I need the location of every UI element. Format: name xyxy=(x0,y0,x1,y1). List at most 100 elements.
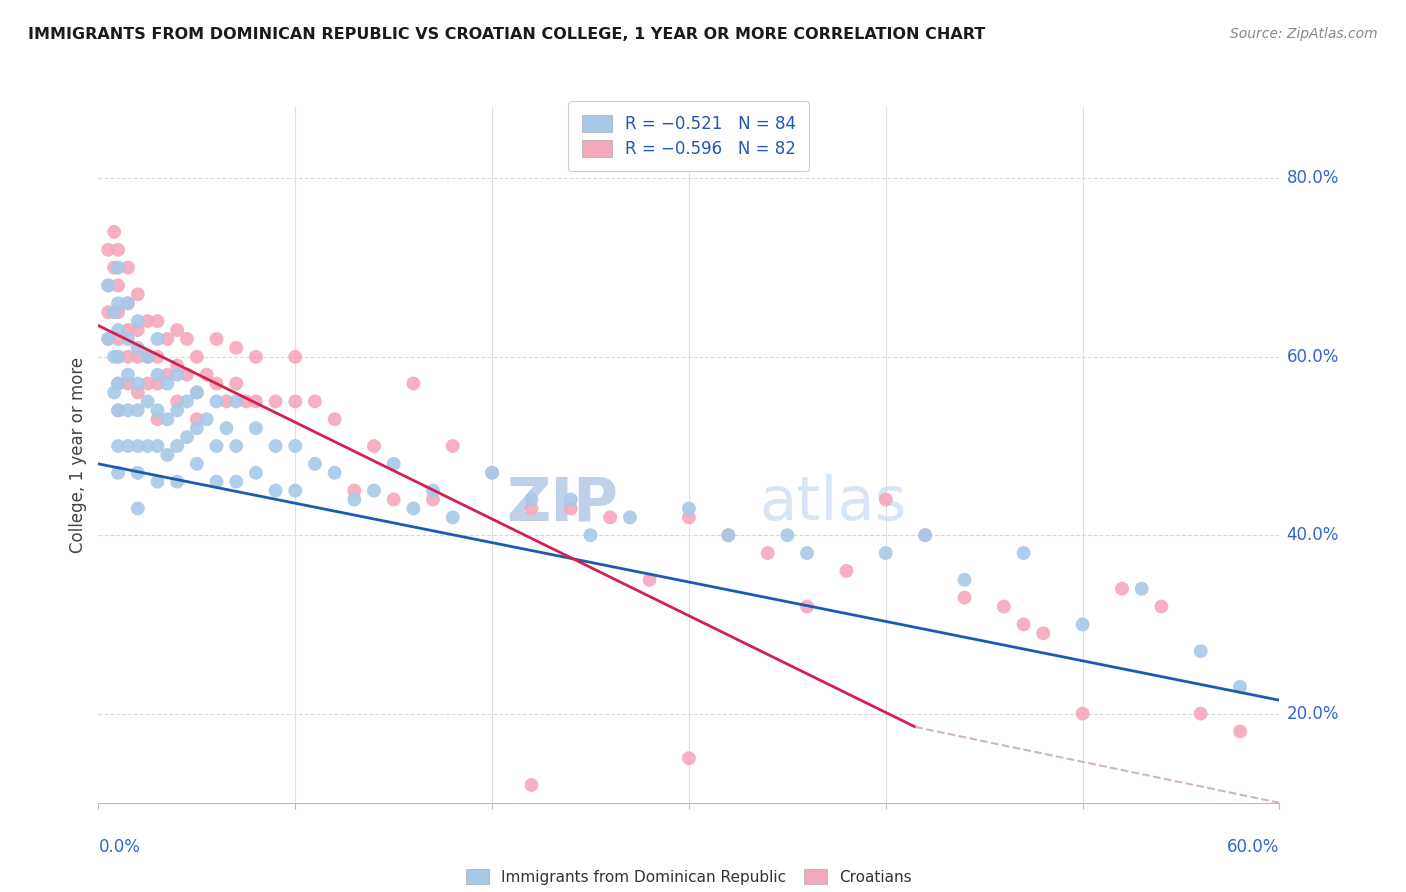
Point xyxy=(103,305,125,319)
Point xyxy=(117,368,139,382)
Point xyxy=(186,385,208,400)
Point xyxy=(156,332,179,346)
Point xyxy=(875,546,897,560)
Point xyxy=(127,287,149,301)
Point xyxy=(127,323,149,337)
Point xyxy=(520,492,543,507)
Point xyxy=(1071,617,1094,632)
Point xyxy=(796,546,818,560)
Point xyxy=(103,385,125,400)
Point xyxy=(127,376,149,391)
Point xyxy=(1012,546,1035,560)
Point xyxy=(107,350,129,364)
Point xyxy=(796,599,818,614)
Point xyxy=(953,591,976,605)
Point xyxy=(146,314,169,328)
Y-axis label: College, 1 year or more: College, 1 year or more xyxy=(69,357,87,553)
Point xyxy=(146,368,169,382)
Legend: Immigrants from Dominican Republic, Croatians: Immigrants from Dominican Republic, Croa… xyxy=(458,862,920,892)
Point xyxy=(195,412,218,426)
Point xyxy=(166,475,188,489)
Point xyxy=(619,510,641,524)
Point xyxy=(127,403,149,417)
Point xyxy=(156,376,179,391)
Point xyxy=(117,403,139,417)
Point xyxy=(107,376,129,391)
Point xyxy=(776,528,799,542)
Point xyxy=(363,439,385,453)
Text: Source: ZipAtlas.com: Source: ZipAtlas.com xyxy=(1230,27,1378,41)
Point xyxy=(225,341,247,355)
Point xyxy=(107,278,129,293)
Point xyxy=(97,243,120,257)
Text: IMMIGRANTS FROM DOMINICAN REPUBLIC VS CROATIAN COLLEGE, 1 YEAR OR MORE CORRELATI: IMMIGRANTS FROM DOMINICAN REPUBLIC VS CR… xyxy=(28,27,986,42)
Point xyxy=(107,350,129,364)
Point xyxy=(560,501,582,516)
Point xyxy=(245,350,267,364)
Text: ZIP: ZIP xyxy=(506,475,619,533)
Point xyxy=(107,260,129,275)
Point xyxy=(599,510,621,524)
Point xyxy=(97,332,120,346)
Point xyxy=(245,394,267,409)
Point xyxy=(422,483,444,498)
Point xyxy=(176,332,198,346)
Point xyxy=(107,403,129,417)
Point xyxy=(245,466,267,480)
Point xyxy=(284,483,307,498)
Point xyxy=(97,305,120,319)
Point xyxy=(117,296,139,310)
Point xyxy=(117,323,139,337)
Point xyxy=(756,546,779,560)
Point xyxy=(343,483,366,498)
Point xyxy=(97,278,120,293)
Point xyxy=(186,385,208,400)
Point xyxy=(678,510,700,524)
Point xyxy=(146,376,169,391)
Point xyxy=(481,466,503,480)
Point xyxy=(284,439,307,453)
Point xyxy=(382,492,405,507)
Point xyxy=(136,439,159,453)
Point xyxy=(422,492,444,507)
Point xyxy=(914,528,936,542)
Point xyxy=(638,573,661,587)
Point xyxy=(107,305,129,319)
Point xyxy=(117,296,139,310)
Point xyxy=(186,350,208,364)
Point xyxy=(481,466,503,480)
Point xyxy=(1111,582,1133,596)
Point xyxy=(323,412,346,426)
Point xyxy=(1071,706,1094,721)
Point xyxy=(914,528,936,542)
Point xyxy=(166,323,188,337)
Point xyxy=(225,439,247,453)
Point xyxy=(107,403,129,417)
Point xyxy=(136,394,159,409)
Point xyxy=(205,376,228,391)
Point xyxy=(107,376,129,391)
Point xyxy=(304,457,326,471)
Point xyxy=(678,751,700,765)
Point xyxy=(835,564,858,578)
Point xyxy=(205,439,228,453)
Point xyxy=(186,412,208,426)
Text: 20.0%: 20.0% xyxy=(1286,705,1339,723)
Point xyxy=(205,394,228,409)
Point xyxy=(402,501,425,516)
Point xyxy=(875,492,897,507)
Point xyxy=(107,439,129,453)
Point xyxy=(1229,680,1251,694)
Text: 40.0%: 40.0% xyxy=(1286,526,1339,544)
Point xyxy=(117,376,139,391)
Point xyxy=(136,314,159,328)
Point xyxy=(103,260,125,275)
Point xyxy=(235,394,257,409)
Point xyxy=(993,599,1015,614)
Point xyxy=(107,243,129,257)
Point xyxy=(520,778,543,792)
Point xyxy=(146,412,169,426)
Point xyxy=(127,314,149,328)
Point xyxy=(1189,706,1212,721)
Text: 0.0%: 0.0% xyxy=(98,838,141,856)
